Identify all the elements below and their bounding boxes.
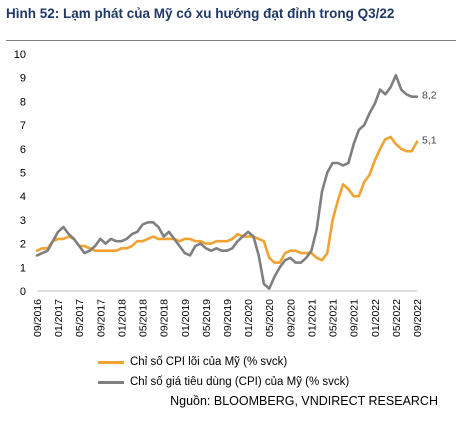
y-tick-label: 10	[14, 49, 26, 61]
x-tick-label: 09/2020	[285, 299, 297, 337]
legend-swatch-core-cpi	[98, 360, 124, 364]
x-axis: 09/2016 01/2017 05/2017 09/2017 01/2018 05/20…	[32, 299, 424, 337]
x-tick-label: 05/2018	[138, 299, 150, 337]
source-note: Nguồn: BLOOMBERG, VNDIRECT RESEARCH	[170, 394, 438, 408]
x-tick-label: 01/2019	[180, 299, 192, 337]
chart-title: Hình 52: Lạm phát của Mỹ có xu hướng đạt…	[6, 6, 395, 21]
y-tick-label: 1	[20, 262, 26, 274]
y-tick-label: 8	[20, 96, 26, 108]
series-line-1	[35, 74, 419, 290]
x-tick-label: 01/2020	[243, 299, 255, 337]
y-tick-label: 7	[20, 120, 26, 132]
legend-label-core-cpi: Chỉ số CPI lõi của Mỹ (% svck)	[130, 356, 288, 368]
x-tick-label: 09/2022	[412, 299, 424, 337]
legend-item-core-cpi: Chỉ số CPI lõi của Mỹ (% svck)	[98, 352, 349, 372]
y-tick-label: 6	[20, 144, 26, 156]
legend-swatch-cpi	[98, 380, 124, 384]
y-tick-label: 9	[20, 73, 26, 85]
x-tick-label: 01/2021	[306, 299, 318, 337]
x-tick-label: 05/2022	[391, 299, 403, 337]
y-tick-label: 2	[20, 239, 26, 251]
end-label-1: 8,2	[422, 90, 437, 102]
end-label-0: 5,1	[422, 135, 437, 147]
title-divider	[6, 40, 456, 41]
x-tick-label: 01/2022	[370, 299, 382, 337]
y-tick-label: 4	[20, 191, 26, 203]
end-labels: 5,1 8,2	[422, 90, 437, 147]
x-tick-label: 05/2019	[201, 299, 213, 337]
series-lines	[35, 74, 419, 290]
x-tick-label: 01/2018	[116, 299, 128, 337]
y-tick-label: 3	[20, 215, 26, 227]
series-line-0	[35, 135, 419, 264]
x-tick-label: 05/2020	[264, 299, 276, 337]
x-tick-label: 09/2017	[95, 299, 107, 337]
legend-label-cpi: Chỉ số giá tiêu dùng (CPI) của Mỹ (% svc…	[130, 376, 350, 388]
y-tick-label: 5	[20, 168, 26, 180]
x-tick-label: 09/2018	[159, 299, 171, 337]
x-tick-label: 09/2021	[349, 299, 361, 337]
x-tick-label: 09/2016	[32, 299, 44, 337]
y-axis: 0 1 2 3 4 5 6 7 8 9 10	[14, 49, 26, 298]
x-tick-label: 05/2017	[74, 299, 86, 337]
legend: Chỉ số CPI lõi của Mỹ (% svck) Chỉ số gi…	[98, 352, 349, 392]
y-tick-label: 0	[20, 286, 26, 298]
x-tick-label: 09/2019	[222, 299, 234, 337]
legend-item-cpi: Chỉ số giá tiêu dùng (CPI) của Mỹ (% svc…	[98, 372, 349, 392]
x-tick-label: 01/2017	[53, 299, 65, 337]
x-tick-label: 05/2021	[328, 299, 340, 337]
